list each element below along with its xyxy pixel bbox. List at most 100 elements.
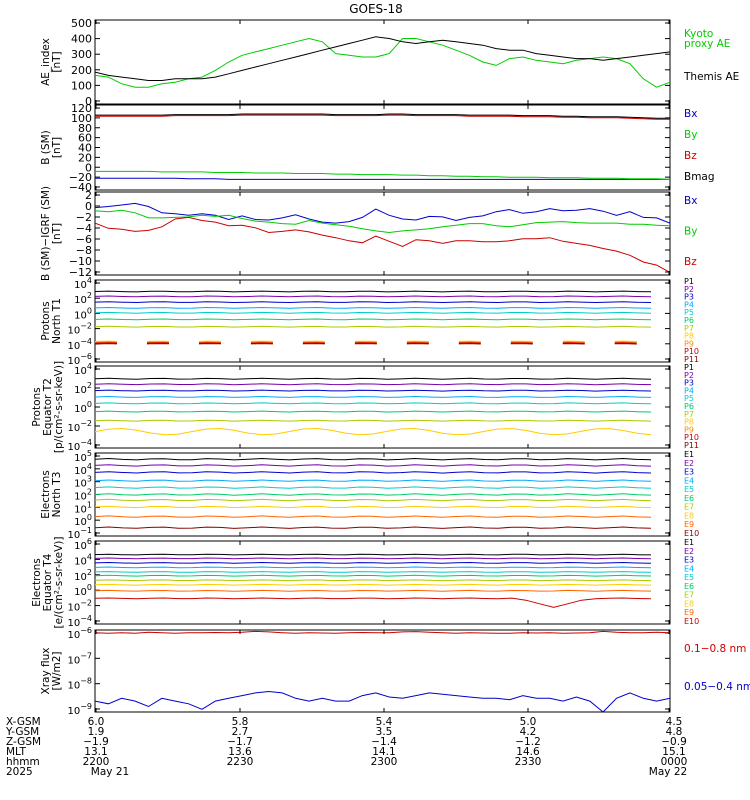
y-tick-label: −40 [69,181,92,194]
panel-xray: 10−6 10−7 10−8 10−9 Xray flux [W/m2] 0.1−0.8 n… [40,626,750,717]
series-line [95,341,652,344]
legend-entry: P2 [684,371,694,380]
y-tick-label: −10 [69,255,92,268]
y-axis-label: Electrons [31,558,43,607]
series-line [95,579,652,582]
series-line [95,526,652,529]
x-axis-row-label: X-GSM [6,716,41,728]
series-line [95,342,652,345]
y-tick-label: −2 [76,211,92,224]
series-line [95,583,652,586]
y-tick-label: 100 [74,583,92,598]
legend-entry: E8 [684,511,694,520]
legend-entry: E3 [684,468,694,477]
series-line [95,301,652,304]
x-axis-row-label: Y-GSM [5,726,39,738]
y-tick-label: 104 [74,552,92,567]
y-tick-label: 102 [74,381,92,396]
legend-entry: E5 [684,485,694,494]
x-axis-value: 2200 [83,756,110,768]
y-tick-label: 104 [74,462,92,477]
legend-entry: P8 [684,418,694,427]
y-axis-label: [e/(cm²-s-sr-keV)] [53,537,65,629]
y-axis-label: Protons [31,387,43,426]
y-tick-label: 10−2 [67,322,92,337]
y-axis-label: Protons [40,301,52,340]
series-line [95,402,652,405]
series-line [95,306,652,309]
series-line [95,561,652,564]
y-tick-label: 20 [78,151,92,164]
legend-entry: P5 [684,308,694,317]
x-axis-value: 15.1 [662,746,685,758]
x-axis-value: 4.8 [666,726,683,738]
series-line [95,36,670,81]
x-axis-value: 2230 [227,756,254,768]
series-line [95,571,652,573]
y-axis-label: North T3 [51,472,63,518]
panel-bdiff: 20−2−4−6−8−10−12 B (SM)−IGRF (SM) [nT] Bx By… [40,186,697,281]
y-tick-label: 104 [74,276,92,291]
legend-entry: By [684,226,697,238]
x-axis-value: −1.2 [515,736,541,748]
x-axis-value: May 22 [649,766,687,778]
legend-entry: E4 [684,564,694,573]
y-axis-label: Xray flux [40,648,52,695]
x-axis-value: May 21 [91,766,129,778]
legend-entry: Kyoto [684,28,713,40]
x-axis-value: 4.2 [520,726,537,738]
legend-entry: E9 [684,520,694,529]
y-tick-label: 10−4 [67,438,92,453]
y-tick-label: 10−1 [67,526,92,541]
y-tick-label: 106 [74,537,92,552]
legend-entry: P4 [684,386,694,395]
legend-entry: P3 [684,293,694,302]
series-line [95,37,670,88]
y-tick-label: 300 [71,48,92,61]
y-tick-label: 10−9 [67,702,92,717]
legend-entry: P1 [684,277,694,286]
legend-entry: E6 [684,582,694,591]
legend-entry: proxy AE [684,38,730,50]
series-line [95,515,652,518]
series-line [95,170,670,180]
y-tick-label: −6 [76,233,92,246]
legend-entry: 0.05−0.4 nm [684,681,750,693]
y-axis-label: B (SM) [40,130,52,164]
panel-frame [94,279,671,363]
legend-entry: E6 [684,494,694,503]
legend-entry: E1 [684,450,694,459]
y-tick-label: 10−4 [67,337,92,352]
series-line [95,343,652,345]
x-axis-value: 14.6 [516,746,540,758]
legend-entry: P6 [684,316,694,325]
y-axis-label: B (SM)−IGRF (SM) [40,186,52,281]
legend-entry: E9 [684,608,694,617]
x-axis-value: −1.4 [371,736,397,748]
x-axis-value: −1.7 [227,736,253,748]
x-axis-value: 5.4 [376,716,393,728]
series-line [95,318,652,321]
legend-entry: P9 [684,425,694,434]
series-line [95,589,652,592]
legend-entry: P11 [684,355,699,364]
series-line [95,209,670,234]
y-tick-label: 105 [74,449,92,464]
x-axis-row-label: 2025 [6,766,33,778]
legend-entry: P11 [684,441,699,450]
x-axis-value: 2.7 [232,726,249,738]
y-tick-label: 60 [78,132,92,145]
series-line [95,566,652,569]
series-line [95,597,652,608]
y-tick-label: 10−6 [67,626,92,641]
legend-entry: Bx [684,195,697,207]
legend-entry: E7 [684,503,694,512]
legend-entry: E5 [684,573,694,582]
y-tick-label: 100 [71,112,92,125]
series-line [95,457,652,461]
y-tick-label: 102 [74,291,92,306]
